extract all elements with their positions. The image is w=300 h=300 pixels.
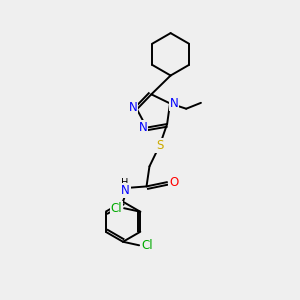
Text: O: O bbox=[169, 176, 178, 188]
Text: N: N bbox=[139, 121, 147, 134]
Text: N: N bbox=[129, 101, 137, 114]
Text: N: N bbox=[169, 97, 178, 110]
Text: H: H bbox=[121, 178, 128, 188]
Text: S: S bbox=[156, 139, 164, 152]
Text: Cl: Cl bbox=[141, 239, 153, 252]
Text: N: N bbox=[121, 184, 130, 197]
Text: Cl: Cl bbox=[111, 202, 122, 215]
